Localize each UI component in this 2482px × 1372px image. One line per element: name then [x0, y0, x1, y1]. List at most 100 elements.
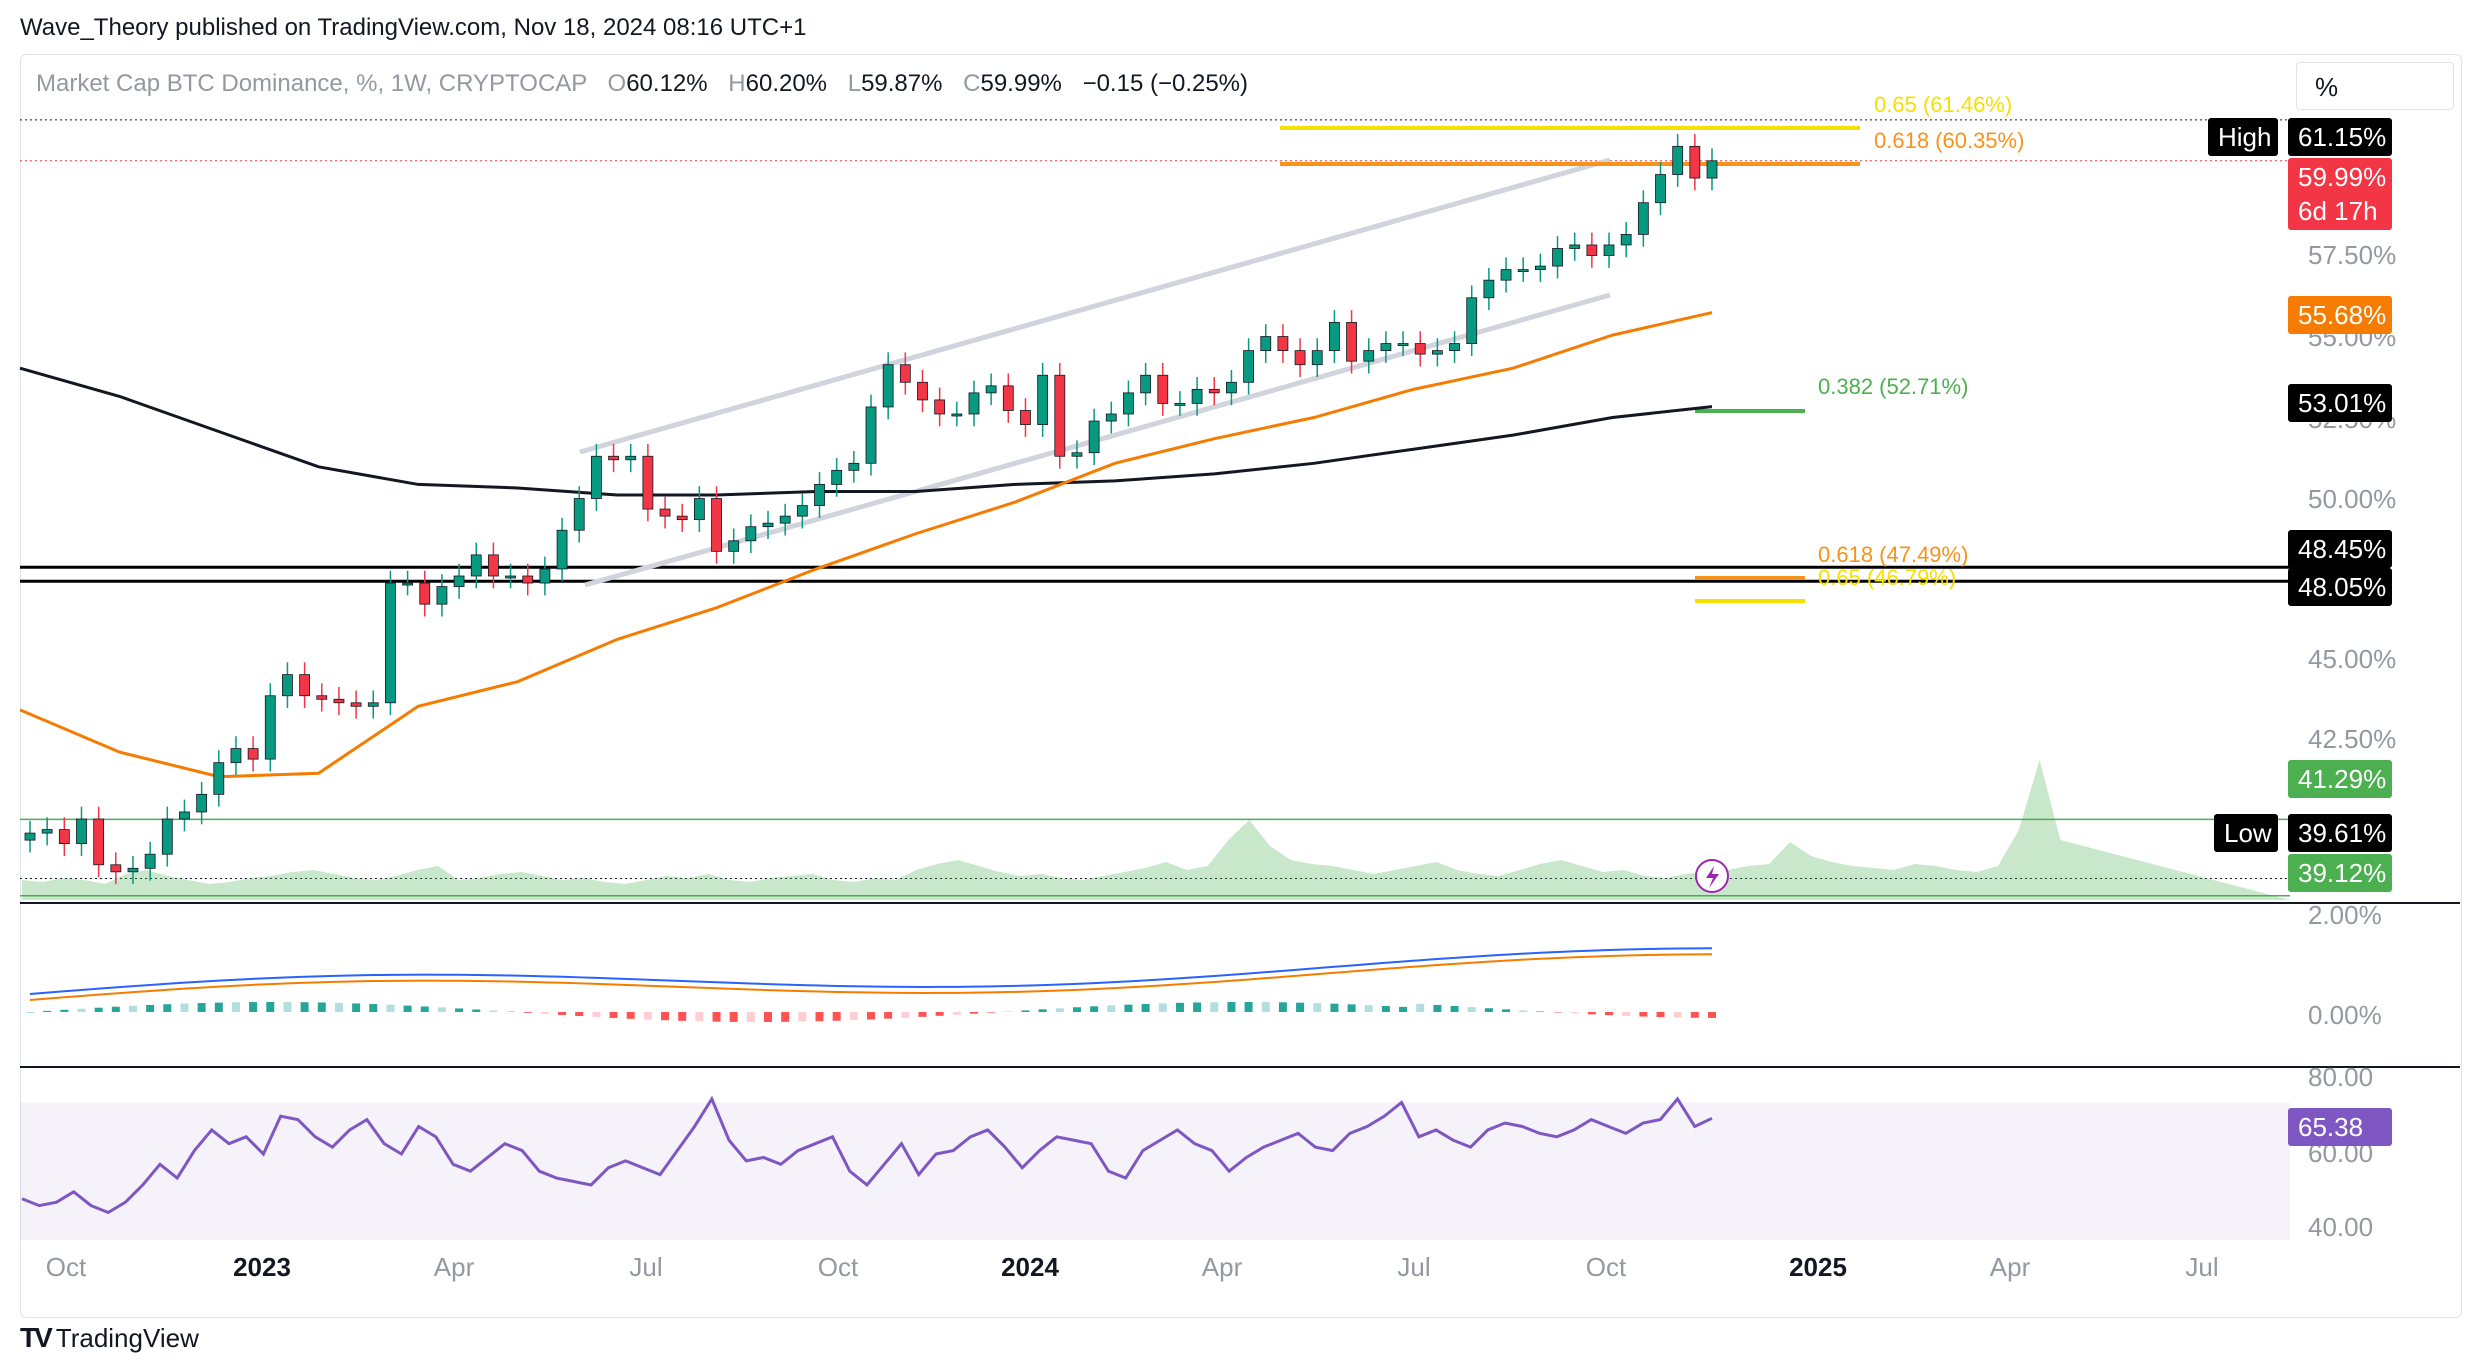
macd-histogram-bar — [43, 1010, 52, 1012]
macd-histogram-bar — [1193, 1002, 1202, 1012]
candle-body — [1569, 244, 1581, 249]
macd-histogram-bar — [643, 1012, 652, 1020]
macd-histogram-bar — [1502, 1009, 1511, 1012]
candle-body — [76, 818, 87, 845]
rsi-axis-label: 80.00 — [2308, 1062, 2374, 1092]
macd-histogram-bar — [1690, 1012, 1699, 1018]
macd-histogram-bar — [1244, 1002, 1253, 1012]
candle-body — [1174, 403, 1186, 406]
candle-body — [41, 829, 53, 834]
macd-histogram-bar — [111, 1006, 120, 1012]
macd-line — [29, 947, 1713, 995]
candle-body — [213, 762, 225, 795]
candle-body — [917, 381, 928, 401]
macd-histogram-bar — [969, 1012, 978, 1014]
macd-histogram-bar — [609, 1012, 618, 1018]
candle-body — [1363, 350, 1375, 362]
change-value: −0.15 (−0.25%) — [1082, 70, 1249, 97]
time-axis-label: Apr — [1201, 1252, 1243, 1282]
macd-histogram-bar — [1055, 1008, 1064, 1012]
open-label: O — [607, 70, 627, 97]
macd-axis-label: 0.00% — [2308, 1000, 2382, 1030]
macd-histogram-bar — [1416, 1003, 1425, 1012]
candle-body — [1637, 202, 1649, 235]
macd-histogram-bar — [1639, 1012, 1648, 1017]
candle-body — [1123, 392, 1134, 415]
candle-body — [1140, 374, 1152, 394]
candle-body — [402, 582, 413, 586]
candle-body — [1414, 343, 1426, 355]
macd-histogram-bar — [781, 1012, 790, 1022]
candle-body — [1294, 350, 1306, 366]
candle-body — [608, 455, 619, 461]
candle-body — [1449, 343, 1460, 352]
rsi-band — [20, 1102, 2290, 1240]
macd-histogram-bar — [867, 1012, 875, 1020]
macd-histogram-bar — [987, 1012, 996, 1013]
macd-histogram-bar — [352, 1003, 361, 1012]
candle-body — [1706, 160, 1718, 179]
time-axis-label: 2025 — [1789, 1252, 1847, 1282]
time-axis-label: Jul — [629, 1252, 663, 1282]
candle-body — [934, 399, 946, 415]
macd-histogram-bar — [952, 1012, 961, 1015]
macd-histogram-bar — [1313, 1003, 1322, 1012]
low-tag-label: Low — [2214, 814, 2278, 852]
macd-histogram-bar — [1484, 1008, 1493, 1012]
macd-histogram-bar — [266, 1002, 275, 1012]
macd-histogram-bar — [695, 1012, 704, 1022]
candle-body — [1088, 420, 1100, 454]
high-label: H — [728, 70, 746, 97]
candle-body — [676, 515, 688, 521]
candle-body — [865, 406, 877, 464]
candle-body — [711, 498, 722, 552]
macd-histogram-bar — [540, 1012, 549, 1014]
candle-body — [58, 829, 70, 845]
candle-body — [488, 554, 499, 577]
macd-histogram-bar — [1656, 1012, 1665, 1018]
macd-axis-label: 2.00% — [2308, 900, 2382, 930]
macd-histogram-bar — [935, 1012, 944, 1016]
macd-histogram-bar — [403, 1005, 412, 1012]
alert-lightning-icon — [1706, 866, 1719, 888]
candle-body — [814, 484, 825, 506]
ma200-line — [19, 366, 1713, 497]
candle-body — [642, 455, 654, 510]
candle-body — [1603, 244, 1615, 256]
fib-label-0618-low: 0.618 (47.49%) — [1818, 542, 1969, 567]
fib-label-065-top: 0.65 (61.46%) — [1874, 92, 2013, 117]
fib-label-0618-top: 0.618 (60.35%) — [1874, 128, 2025, 153]
macd-histogram-bar — [832, 1012, 841, 1021]
fib-label-065-low: 0.65 (46.79%) — [1818, 565, 1957, 590]
candle-body — [1380, 343, 1392, 352]
candle-body — [625, 455, 637, 461]
time-axis-label: Oct — [45, 1252, 87, 1282]
rsi-value-tag: 65.38 — [2288, 1108, 2392, 1146]
candle-body — [1157, 374, 1169, 404]
macd-histogram-bar — [1107, 1005, 1116, 1012]
candle-body — [779, 515, 791, 524]
macd-histogram-bar — [77, 1008, 86, 1012]
candle-body — [573, 498, 585, 531]
macd-histogram-bar — [197, 1003, 206, 1012]
ma50-tag: 55.68% — [2288, 296, 2392, 334]
green-level-tag: 41.29% — [2288, 760, 2392, 798]
macd-histogram-bar — [214, 1002, 223, 1012]
macd-histogram-bar — [712, 1012, 721, 1022]
macd-histogram-bar — [60, 1009, 69, 1012]
candle-body — [1431, 350, 1443, 355]
low-value: 59.87% — [861, 70, 943, 97]
scale-percent-button[interactable]: % — [2296, 62, 2454, 110]
rsi-line — [21, 1095, 1713, 1215]
price-axis-label: 50.00% — [2308, 484, 2397, 514]
time-axis-label: Oct — [817, 1252, 859, 1282]
macd-histogram-bar — [180, 1003, 189, 1012]
candle-body — [453, 575, 465, 587]
candle-body — [1329, 322, 1340, 352]
volume-area — [22, 760, 2290, 900]
candle-body — [385, 582, 396, 704]
candle-body — [367, 702, 379, 707]
macd-histogram-bar — [1587, 1012, 1596, 1015]
macd-histogram-bar — [472, 1009, 481, 1012]
